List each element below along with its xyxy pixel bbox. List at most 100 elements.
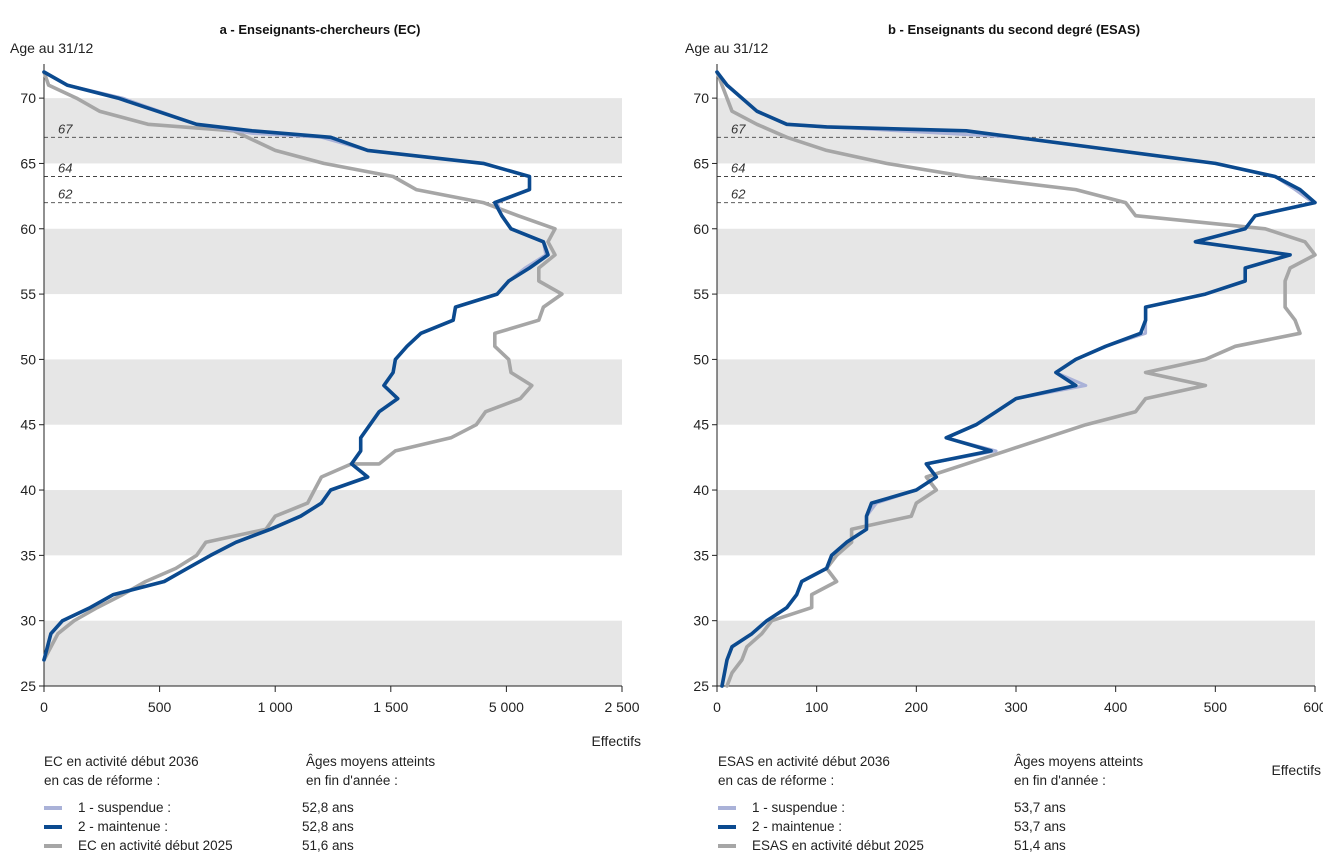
age-band xyxy=(717,359,1315,425)
age-band xyxy=(44,228,622,295)
chart-esas: b - Enseignants du second degré (ESAS) A… xyxy=(685,22,1323,778)
x-tick-label: 2 500 xyxy=(604,699,639,715)
age-band xyxy=(717,98,1315,164)
age-band xyxy=(44,359,622,425)
legend-value: 51,4 ans xyxy=(1014,838,1066,853)
x-tick-label: 100 xyxy=(805,699,829,715)
legend-swatch xyxy=(44,805,62,810)
legend-value: 53,7 ans xyxy=(1014,800,1066,815)
series-line-debut2025 xyxy=(715,70,1317,688)
y-tick-label: 35 xyxy=(20,547,36,563)
legend-swatch xyxy=(718,843,736,848)
retirement-age-label: 62 xyxy=(731,187,746,202)
age-band xyxy=(44,490,622,556)
x-axis-label: Effectifs xyxy=(1271,762,1321,778)
y-tick-label: 55 xyxy=(693,286,709,302)
y-tick-label: 70 xyxy=(20,90,36,106)
y-tick-label: 65 xyxy=(693,155,709,171)
legend-head-right-2: en fin d'année : xyxy=(306,773,398,788)
age-band xyxy=(717,228,1315,295)
legend-swatch xyxy=(718,824,736,829)
legend-swatch xyxy=(44,843,62,848)
legend-item-suspendue: 1 - suspendue : 52,8 ans xyxy=(44,798,435,817)
retirement-age-label: 64 xyxy=(58,161,72,176)
y-tick-label: 50 xyxy=(20,351,36,367)
legend-label: 2 - maintenue : xyxy=(78,819,169,834)
chart-title: b - Enseignants du second degré (ESAS) xyxy=(888,22,1140,37)
y-tick-label: 45 xyxy=(693,417,709,433)
y-tick-label: 40 xyxy=(20,482,36,498)
y-axis-label: Age au 31/12 xyxy=(10,40,94,56)
y-tick-label: 60 xyxy=(693,221,709,237)
age-bands xyxy=(717,98,1315,686)
legend-ec: EC en activité début 2036 Âges moyens att… xyxy=(44,752,435,855)
axes: 25 30 35 40 45 50 55 60 65 70 0 100 200 300 400 500 600 xyxy=(693,64,1323,715)
legend-label: 1 - suspendue : xyxy=(752,800,846,815)
retirement-age-lines: 67 64 62 xyxy=(717,121,1315,204)
legend-label: EC en activité début 2025 xyxy=(78,838,233,853)
legend-item-debut2025: EC en activité début 2025 51,6 ans xyxy=(44,836,435,855)
legend-value: 52,8 ans xyxy=(302,819,354,834)
legend-item-debut2025: ESAS en activité début 2025 51,4 ans xyxy=(718,836,1143,855)
x-tick-label: 300 xyxy=(1004,699,1028,715)
age-bands xyxy=(44,98,622,686)
series-line-maintenue xyxy=(42,70,550,662)
y-tick-label: 35 xyxy=(693,547,709,563)
legend-label: ESAS en activité début 2025 xyxy=(752,838,924,853)
x-tick-label: 500 xyxy=(148,699,172,715)
chart-ec: a - Enseignants-chercheurs (EC) Age au 3… xyxy=(10,22,641,749)
y-tick-label: 25 xyxy=(693,678,709,694)
legend-head-right-1: Âges moyens atteints xyxy=(306,754,436,769)
series-line-debut2025 xyxy=(42,70,564,662)
y-tick-label: 55 xyxy=(20,286,36,302)
legend-head-left-1: EC en activité début 2036 xyxy=(44,754,199,769)
series-line-maintenue xyxy=(715,70,1317,688)
legend-item-maintenue: 2 - maintenue : 53,7 ans xyxy=(718,817,1143,836)
x-tick-label: 5 000 xyxy=(489,699,524,715)
y-tick-label: 50 xyxy=(693,351,709,367)
x-tick-label: 600 xyxy=(1303,699,1323,715)
chart-title: a - Enseignants-chercheurs (EC) xyxy=(220,22,421,37)
legend-value: 52,8 ans xyxy=(302,800,354,815)
retirement-age-label: 67 xyxy=(731,121,746,136)
legend-value: 51,6 ans xyxy=(302,838,354,853)
axes: 25 30 35 40 45 50 55 60 65 70 0 500 1 000 1 500 5 000 2… xyxy=(20,64,640,715)
data-series xyxy=(42,70,564,662)
age-band xyxy=(717,620,1315,686)
retirement-age-label: 62 xyxy=(58,187,73,202)
legend-item-suspendue: 1 - suspendue : 53,7 ans xyxy=(718,798,1143,817)
y-tick-label: 60 xyxy=(20,221,36,237)
y-tick-label: 70 xyxy=(693,90,709,106)
legend-head-left-2: en cas de réforme : xyxy=(718,773,835,788)
y-tick-label: 30 xyxy=(20,613,36,629)
legend-head-left-2: en cas de réforme : xyxy=(44,773,161,788)
data-series xyxy=(715,70,1317,688)
x-tick-label: 1 500 xyxy=(373,699,408,715)
legend-swatch xyxy=(44,824,62,829)
legend-head-left-1: ESAS en activité début 2036 xyxy=(718,754,890,769)
legend-item-maintenue: 2 - maintenue : 52,8 ans xyxy=(44,817,435,836)
y-tick-label: 45 xyxy=(20,417,36,433)
legend-esas: ESAS en activité début 2036 Âges moyens a… xyxy=(718,752,1143,855)
legend-swatch xyxy=(718,805,736,810)
x-axis-label: Effectifs xyxy=(591,733,641,749)
y-tick-label: 30 xyxy=(693,613,709,629)
legend-label: 2 - maintenue : xyxy=(752,819,843,834)
y-tick-label: 65 xyxy=(20,155,36,171)
x-tick-label: 0 xyxy=(40,699,48,715)
x-tick-label: 200 xyxy=(905,699,929,715)
retirement-age-label: 64 xyxy=(731,161,745,176)
retirement-age-label: 67 xyxy=(58,121,73,136)
legend-head-right-1: Âges moyens atteints xyxy=(1014,754,1144,769)
x-tick-label: 400 xyxy=(1104,699,1128,715)
x-tick-label: 0 xyxy=(713,699,721,715)
legend-head-right-2: en fin d'année : xyxy=(1014,773,1106,788)
y-axis-label: Age au 31/12 xyxy=(685,40,769,56)
x-tick-label: 1 000 xyxy=(258,699,293,715)
y-tick-label: 40 xyxy=(693,482,709,498)
legend-value: 53,7 ans xyxy=(1014,819,1066,834)
legend-label: 1 - suspendue : xyxy=(78,800,172,815)
y-tick-label: 25 xyxy=(20,678,36,694)
age-band xyxy=(44,98,622,164)
x-tick-label: 500 xyxy=(1204,699,1228,715)
